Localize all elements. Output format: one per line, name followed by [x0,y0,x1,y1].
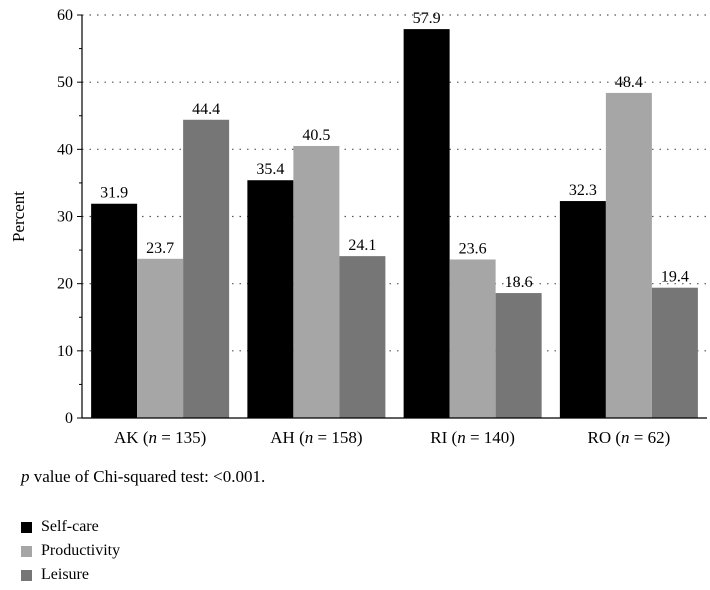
legend-item-leisure: Leisure [21,563,120,587]
bar-productivity-4 [605,92,652,418]
legend-label-productivity: Productivity [41,542,121,559]
data-label-self-care-4: 32.3 [569,182,597,199]
data-label-productivity-3: 23.6 [459,240,487,257]
y-tick-label-60: 60 [57,7,73,24]
data-label-self-care-1: 31.9 [100,185,128,202]
y-tick-label-50: 50 [57,74,73,91]
bar-self-care-2 [247,180,294,418]
legend: Self-care Productivity Leisure [21,515,120,587]
bar-chart: 0 10 20 30 40 50 60 31.9 23.7 44.4 AK (n = 135) 35.… [9,7,707,447]
bar-leisure-2 [339,256,386,418]
data-label-productivity-2: 40.5 [302,127,330,144]
bar-productivity-3 [449,259,496,418]
legend-swatch-productivity [21,545,32,557]
x-category-label-2: AH (n = 158) [270,428,362,447]
y-axis-title: Percent [9,191,28,242]
p-symbol: p [21,467,30,486]
y-tick-label-30: 30 [57,209,73,226]
legend-label-leisure: Leisure [41,566,89,583]
legend-label-self-care: Self-care [41,518,99,535]
chi-squared-note: p value of Chi-squared test: <0.001. [21,467,265,487]
legend-item-self-care: Self-care [21,515,120,539]
bar-leisure-3 [495,293,542,418]
y-tick-label-10: 10 [57,343,73,360]
bar-self-care-1 [91,203,138,418]
x-category-label-4: RO (n = 62) [587,428,670,447]
data-label-productivity-4: 48.4 [615,74,643,91]
legend-swatch-leisure [21,569,32,581]
data-label-self-care-3: 57.9 [413,10,441,27]
bar-leisure-1 [183,119,230,418]
data-label-leisure-3: 18.6 [505,274,533,291]
y-tick-label-20: 20 [57,276,73,293]
note-text: value of Chi-squared test: <0.001. [29,467,266,486]
bar-productivity-1 [137,258,184,418]
y-tick-label-0: 0 [65,410,73,427]
x-category-label-1: AK (n = 135) [114,428,206,447]
data-label-productivity-1: 23.7 [146,240,174,257]
bar-self-care-3 [403,29,450,418]
data-label-leisure-4: 19.4 [661,269,689,286]
bar-productivity-2 [293,145,340,418]
data-label-leisure-2: 24.1 [348,237,376,254]
data-label-leisure-1: 44.4 [192,101,220,118]
bar-self-care-4 [559,201,606,418]
legend-swatch-self-care [21,521,32,533]
y-tick-label-40: 40 [57,141,73,158]
legend-item-productivity: Productivity [21,539,120,563]
data-label-self-care-2: 35.4 [256,161,284,178]
x-category-label-3: RI (n = 140) [430,428,515,447]
bar-leisure-4 [651,287,698,418]
